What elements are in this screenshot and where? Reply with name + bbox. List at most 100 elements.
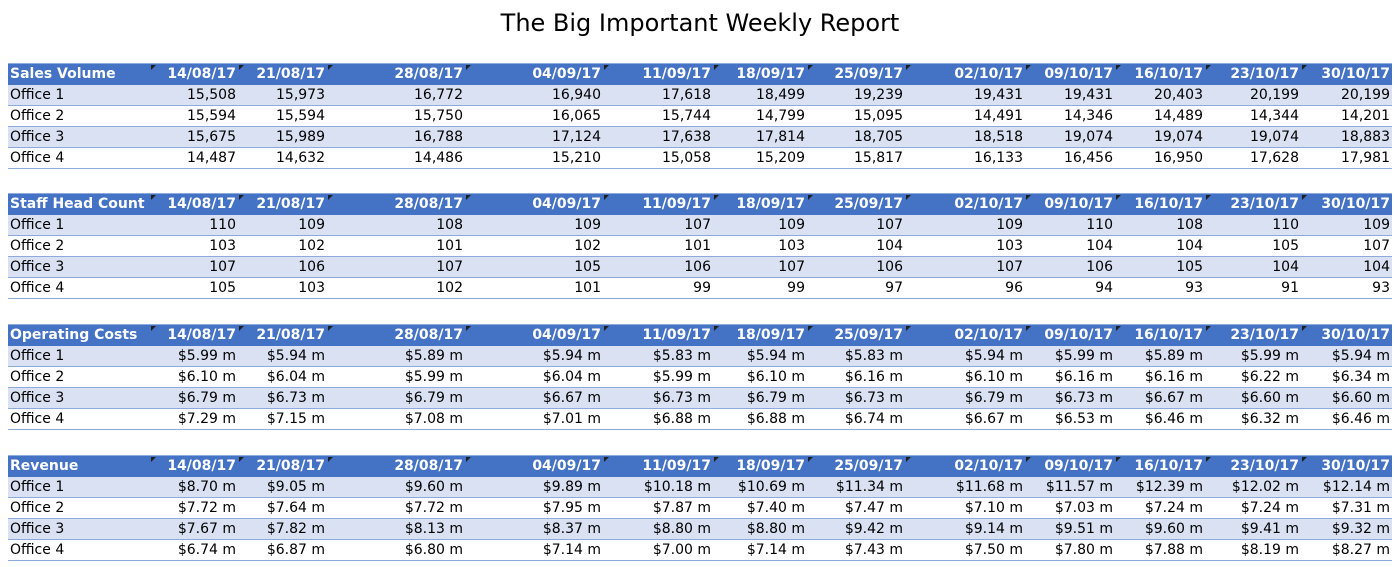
table-cell: $5.99 m [177,347,236,364]
table-cell: 104 [1176,238,1203,254]
table-cell: $6.79 m [404,390,463,406]
table-cell: $7.29 m [177,411,236,427]
column-header-date: 25/09/17 [807,455,905,477]
table-cell: 108 [1176,216,1203,233]
table-row: Office 2 $7.72 m $7.64 m $7.72 m $7.95 m $7.8… [8,497,1392,519]
table-cell: 17,618 [662,86,711,103]
column-header-date: 11/09/17 [603,63,713,85]
table-cell: $6.60 m [1240,390,1299,406]
column-header-label: 25/09/17 [834,196,903,213]
table-cell: 19,074 [1250,129,1299,145]
table-cell: 16,940 [552,86,601,103]
table-cell: 110 [1086,216,1113,233]
table-cell: $6.73 m [652,390,711,406]
cell-comment-indicator-icon [1116,326,1121,331]
table-cell: $7.14 m [542,542,601,558]
column-header-label: 30/10/17 [1321,66,1390,83]
column-header-label: 04/09/17 [532,458,601,475]
table-row: Office 4 $6.74 m $6.87 m $6.80 m $7.14 m $7.0… [8,539,1392,561]
column-header-label: 14/08/17 [167,196,236,213]
column-header-label: 18/09/17 [736,196,805,213]
table-cell: $7.31 m [1331,500,1390,516]
table-cell: 15,594 [276,108,325,124]
table-cell: $5.94 m [746,347,805,364]
column-header-date: 21/08/17 [238,324,327,346]
cell-comment-indicator-icon [1026,326,1031,331]
table-cell: 19,431 [1064,86,1113,103]
column-header-date: 02/10/17 [905,324,1025,346]
table-cell: $6.04 m [266,369,325,385]
cell-comment-indicator-icon [1026,65,1031,70]
table-cell: 20,403 [1154,86,1203,103]
column-header-date: 02/10/17 [905,193,1025,215]
column-header-label: 18/09/17 [736,458,805,475]
table-cell: 107 [436,259,463,275]
column-header-label: 28/08/17 [394,66,463,83]
table-cell: 17,124 [552,129,601,145]
table-cell: $12.39 m [1135,478,1203,495]
table-cell: 15,210 [552,150,601,166]
column-header-label: 18/09/17 [736,66,805,83]
table-cell: 107 [876,216,903,233]
cell-comment-indicator-icon [604,457,609,462]
column-header-date: 21/08/17 [238,455,327,477]
table-row: Office 1 15,508 15,973 16,772 16,940 17,618 18… [8,84,1392,106]
table-cell: 106 [876,259,903,275]
column-header-label: 04/09/17 [532,196,601,213]
cell-comment-indicator-icon [714,326,719,331]
column-header-date: 30/10/17 [1301,63,1392,85]
row-label: Office 2 [10,369,65,385]
column-header-date: 25/09/17 [807,193,905,215]
column-header-label: 09/10/17 [1044,66,1113,83]
table-cell: 101 [684,238,711,254]
table-cell: $12.14 m [1322,478,1390,495]
cell-comment-indicator-icon [239,65,244,70]
cell-comment-indicator-icon [906,326,911,331]
row-label: Office 1 [10,216,65,233]
column-header-date: 14/08/17 [150,324,238,346]
cell-comment-indicator-icon [239,457,244,462]
cell-comment-indicator-icon [328,457,333,462]
table-cell: 103 [996,238,1023,254]
table-cell: $6.10 m [964,369,1023,385]
column-header-label: 30/10/17 [1321,327,1390,344]
table-row: Office 2 15,594 15,594 15,750 16,065 15,744 14… [8,105,1392,127]
table-cell: $7.47 m [844,500,903,516]
table-cell: $6.88 m [746,411,805,427]
column-header-date: 11/09/17 [603,324,713,346]
column-header-label: 09/10/17 [1044,196,1113,213]
cell-comment-indicator-icon [1206,457,1211,462]
table-cell: 16,133 [974,150,1023,166]
column-header-date: 16/10/17 [1115,63,1205,85]
cell-comment-indicator-icon [466,65,471,70]
cell-comment-indicator-icon [1302,326,1307,331]
table-cell: 107 [778,259,805,275]
table-cell: $7.03 m [1054,500,1113,516]
column-header-label: 28/08/17 [394,458,463,475]
column-header-date: 04/09/17 [465,455,603,477]
column-header-label: 11/09/17 [642,196,711,213]
table-cell: $6.10 m [746,369,805,385]
table-cell: 96 [1005,280,1023,296]
column-header-date: 18/09/17 [713,455,807,477]
column-header-date: 18/09/17 [713,193,807,215]
table-cell: $9.89 m [542,478,601,495]
cell-comment-indicator-icon [906,457,911,462]
column-header-date: 30/10/17 [1301,324,1392,346]
table-cell: 19,239 [854,86,903,103]
table-cell: 103 [209,238,236,254]
table-cell: $8.80 m [652,521,711,537]
table-cell: 107 [209,259,236,275]
column-header-label: 25/09/17 [834,458,903,475]
table-heading: Revenue [8,455,150,477]
table-cell: $5.89 m [1144,347,1203,364]
table-cell: $7.15 m [266,411,325,427]
report-table: Sales Volume 14/08/17 21/08/17 28/08/17 04/0… [8,63,1392,169]
table-cell: $7.95 m [542,500,601,516]
table-cell: $6.73 m [266,390,325,406]
cell-comment-indicator-icon [328,326,333,331]
table-cell: 17,628 [1250,150,1299,166]
cell-comment-indicator-icon [604,326,609,331]
table-cell: $5.89 m [404,347,463,364]
table-cell: 16,772 [414,86,463,103]
